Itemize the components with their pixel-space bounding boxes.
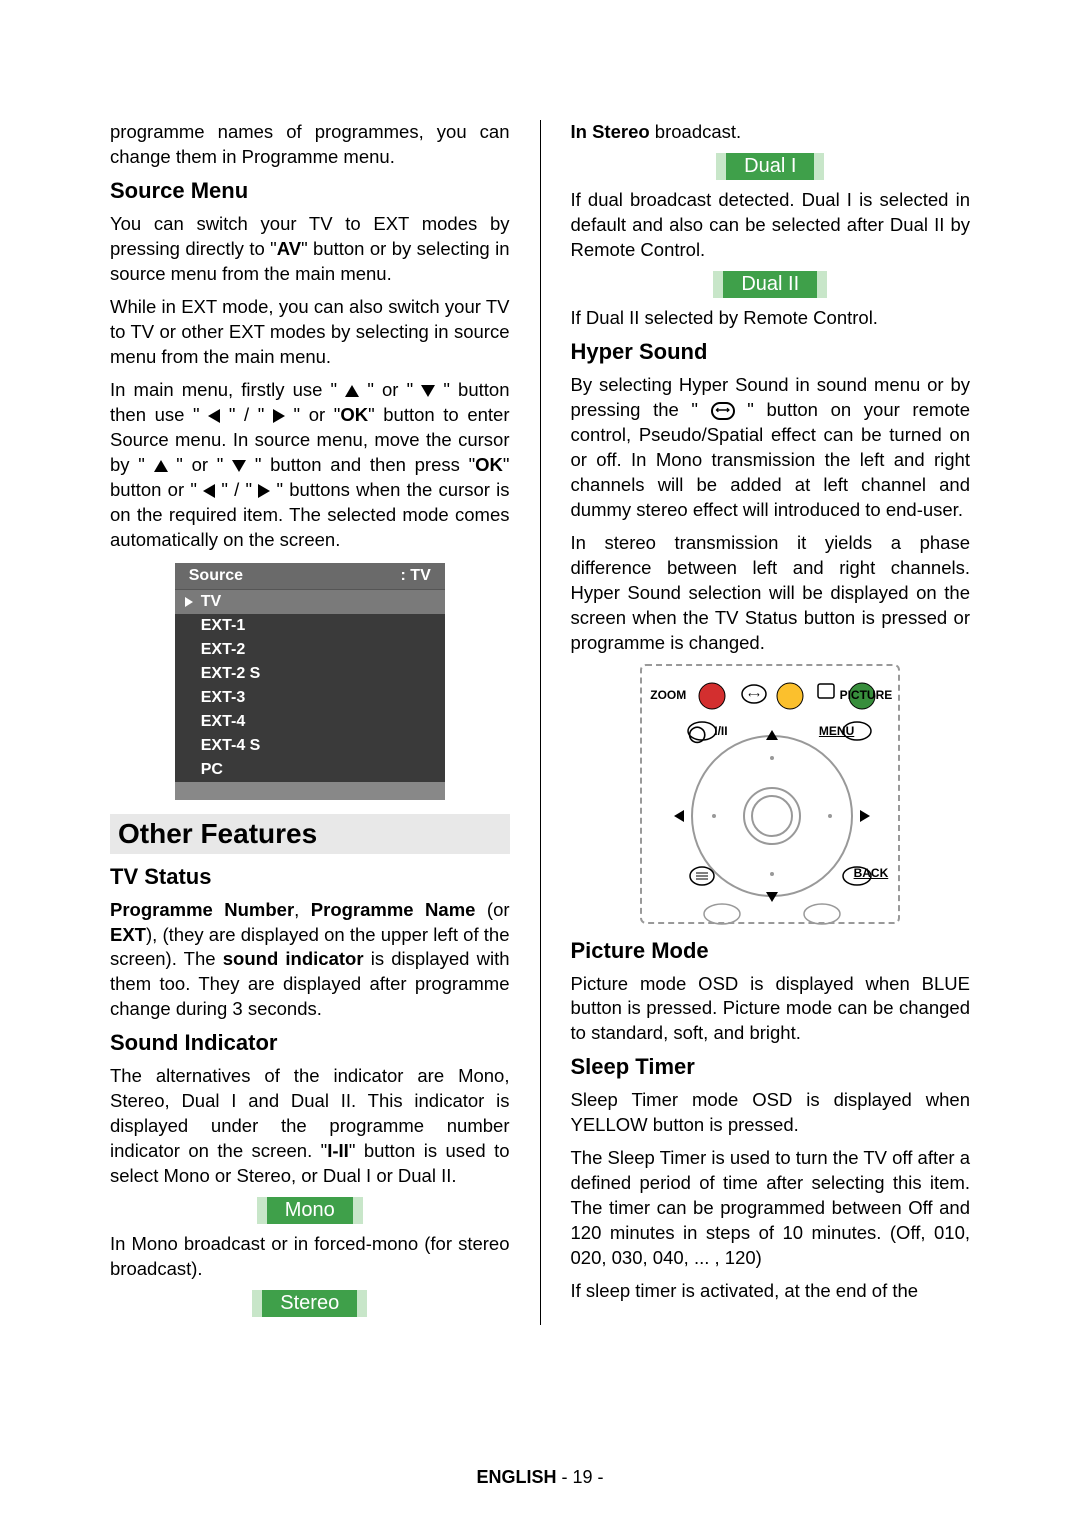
source-row: EXT-3: [175, 686, 445, 710]
text: ,: [294, 899, 311, 920]
i-ii-label: I-II: [327, 1140, 349, 1161]
picture-label: PICTURE: [840, 688, 893, 702]
source-menu-heading: Source Menu: [110, 178, 510, 204]
sleep-para-2: The Sleep Timer is used to turn the TV o…: [571, 1146, 971, 1271]
left-arrow-icon: [208, 409, 220, 423]
source-row: PC: [175, 758, 445, 782]
text: " / ": [215, 479, 258, 500]
other-features-heading: Other Features: [110, 814, 510, 854]
left-arrow-icon: [203, 484, 215, 498]
up-arrow-icon: [345, 385, 359, 397]
source-row: EXT-2: [175, 638, 445, 662]
dual-ii-para: If Dual II selected by Remote Control.: [571, 306, 971, 331]
hyper-sound-heading: Hyper Sound: [571, 339, 971, 365]
sound-indicator-para: The alternatives of the indicator are Mo…: [110, 1064, 510, 1189]
picture-mode-para: Picture mode OSD is displayed when BLUE …: [571, 972, 971, 1047]
footer-lang: ENGLISH: [476, 1467, 556, 1487]
svg-text:⟷: ⟷: [749, 690, 761, 699]
i-ii-label: I/II: [714, 724, 727, 738]
right-arrow-icon: [273, 409, 285, 423]
text: (or: [475, 899, 509, 920]
source-row: EXT-4: [175, 710, 445, 734]
sleep-para-3: If sleep timer is activated, at the end …: [571, 1279, 971, 1304]
text: " button and then press ": [246, 454, 475, 475]
av-label: AV: [277, 238, 301, 259]
text: " or ": [285, 404, 340, 425]
tv-status-heading: TV Status: [110, 864, 510, 890]
zoom-label: ZOOM: [650, 688, 686, 702]
text: " or ": [168, 454, 233, 475]
tv-status-para: Programme Number, Programme Name (or EXT…: [110, 898, 510, 1023]
source-footer: [175, 782, 445, 800]
ok-label: OK: [475, 454, 503, 475]
sleep-timer-heading: Sleep Timer: [571, 1054, 971, 1080]
hyper-sound-icon: ⟷: [711, 402, 735, 420]
hyper-para-1: By selecting Hyper Sound in sound menu o…: [571, 373, 971, 523]
picture-mode-heading: Picture Mode: [571, 938, 971, 964]
source-menu-header: Source : TV: [175, 563, 445, 590]
sound-indicator-heading: Sound Indicator: [110, 1030, 510, 1056]
mono-para: In Mono broadcast or in forced-mono (for…: [110, 1232, 510, 1282]
mono-badge: Mono: [257, 1197, 363, 1224]
page-footer: ENGLISH - 19 -: [0, 1467, 1080, 1488]
dual-ii-badge: Dual II: [713, 271, 827, 298]
footer-page: - 19 -: [557, 1467, 604, 1487]
ok-label: OK: [340, 404, 368, 425]
in-stereo-label: In Stereo: [571, 121, 650, 142]
back-label: BACK: [854, 866, 889, 880]
menu-label: MENU: [819, 724, 854, 738]
source-row: EXT-2 S: [175, 662, 445, 686]
down-arrow-icon: [232, 460, 246, 472]
right-arrow-icon: [258, 484, 270, 498]
stereo-para: In Stereo broadcast.: [571, 120, 971, 145]
left-column: programme names of programmes, you can c…: [110, 120, 510, 1325]
dual-i-badge: Dual I: [716, 153, 824, 180]
source-row: EXT-4 S: [175, 734, 445, 758]
intro-text: programme names of programmes, you can c…: [110, 120, 510, 170]
dual-i-para: If dual broadcast detected. Dual I is se…: [571, 188, 971, 263]
prog-name: Programme Name: [311, 899, 476, 920]
disc-icon: ◯: [688, 724, 706, 744]
source-para-2: While in EXT mode, you can also switch y…: [110, 295, 510, 370]
text: In main menu, firstly use ": [110, 379, 345, 400]
page-columns: programme names of programmes, you can c…: [110, 120, 970, 1325]
remote-diagram: ⟷: [640, 664, 900, 924]
right-column: In Stereo broadcast. Dual I If dual broa…: [571, 120, 971, 1325]
stereo-badge: Stereo: [252, 1290, 367, 1317]
text: " or ": [359, 379, 421, 400]
source-para-1: You can switch your TV to EXT modes by p…: [110, 212, 510, 287]
source-title: Source: [189, 567, 243, 585]
sound-indicator-label: sound indicator: [223, 948, 364, 969]
prog-number: Programme Number: [110, 899, 294, 920]
text: " / ": [220, 404, 273, 425]
source-value: : TV: [401, 567, 431, 585]
source-menu-osd: Source : TV TV EXT-1 EXT-2 EXT-2 S EXT-3…: [175, 563, 445, 800]
source-para-3: In main menu, firstly use " " or " " but…: [110, 378, 510, 553]
source-row: EXT-1: [175, 614, 445, 638]
up-arrow-icon: [154, 460, 168, 472]
ext-label: EXT: [110, 924, 146, 945]
hyper-para-2: In stereo transmission it yields a phase…: [571, 531, 971, 656]
column-divider: [540, 120, 541, 1325]
text: broadcast.: [650, 121, 742, 142]
sleep-para-1: Sleep Timer mode OSD is displayed when Y…: [571, 1088, 971, 1138]
down-arrow-icon: [421, 385, 435, 397]
source-row-tv: TV: [175, 590, 445, 614]
remote-svg: ⟷: [642, 666, 902, 926]
